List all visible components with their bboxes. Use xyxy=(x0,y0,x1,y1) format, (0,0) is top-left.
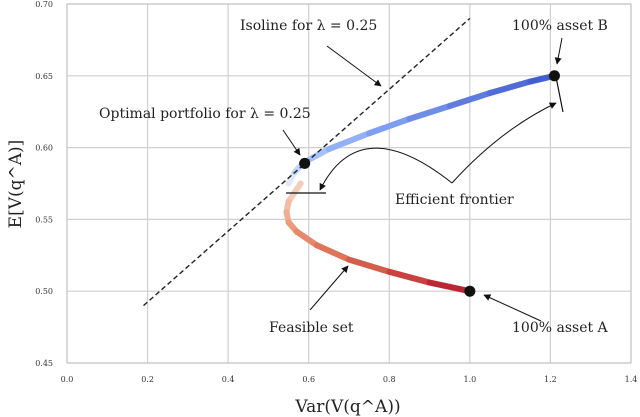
efficient-frontier-segment xyxy=(325,130,373,153)
feasible-set-segment xyxy=(313,242,352,263)
x-tick-label: 0.6 xyxy=(302,375,315,384)
x-axis-title: Var(V(q^A)) xyxy=(294,397,400,417)
y-tick-label: 0.65 xyxy=(35,72,53,81)
annotation-feasible-set: Feasible set xyxy=(269,320,354,336)
tick-labels: 0.0 0.2 0.4 0.6 0.8 1.0 1.2 1.4 0.45 0.50 0.55 0.60… xyxy=(35,0,637,384)
x-tick-label: 1.2 xyxy=(544,375,557,384)
feasible-set-segment xyxy=(386,268,433,286)
feasible-set-segment xyxy=(346,256,393,275)
efficient-frontier-segment xyxy=(406,102,453,122)
y-tick-label: 0.45 xyxy=(35,359,53,368)
y-tick-label: 0.55 xyxy=(35,215,53,224)
asset-b-arrow xyxy=(554,37,563,65)
frontier-arrow-lower xyxy=(319,147,453,191)
annotation-isoline: Isoline for λ = 0.25 xyxy=(240,18,377,34)
portfolio-point xyxy=(299,157,311,169)
x-tick-label: 1.0 xyxy=(463,375,476,384)
series xyxy=(143,17,558,307)
plot-area-frame xyxy=(66,3,632,364)
y-tick-label: 0.50 xyxy=(35,287,53,296)
x-tick-label: 0.8 xyxy=(383,375,396,384)
x-tick-label: 0.0 xyxy=(61,375,74,384)
annotation-efficient-frontier: Efficient frontier xyxy=(395,192,514,208)
x-tick-label: 0.4 xyxy=(222,375,235,384)
y-tick-label: 0.60 xyxy=(35,144,53,153)
frontier-end-tick-top xyxy=(555,76,564,113)
efficient-frontier-segment xyxy=(487,78,534,97)
grid xyxy=(66,3,632,364)
optimal-arrow xyxy=(282,129,301,156)
efficient-frontier-segment xyxy=(446,90,493,109)
annotation-asset-b: 100% asset B xyxy=(512,18,608,34)
points xyxy=(299,70,560,297)
frontier-arrow-upper xyxy=(451,102,557,184)
annotation-asset-a: 100% asset A xyxy=(512,320,609,336)
portfolio-point xyxy=(548,70,560,82)
efficient-frontier-segment xyxy=(366,115,413,137)
asset-a-arrow xyxy=(483,294,542,322)
portfolio-point xyxy=(464,285,476,297)
y-tick-label: 0.70 xyxy=(35,0,53,9)
feasible-set-segment xyxy=(426,279,473,295)
x-tick-label: 1.4 xyxy=(625,375,638,384)
feasible-arrow xyxy=(309,265,349,311)
y-axis-title: E[V(q^A)] xyxy=(6,140,26,229)
isoline-arrow xyxy=(326,45,382,87)
feasible-set-segment xyxy=(293,228,320,249)
annotation-optimal-portfolio: Optimal portfolio for λ = 0.25 xyxy=(99,106,311,122)
annotation-arrows xyxy=(282,37,564,322)
x-tick-label: 0.2 xyxy=(141,375,154,384)
